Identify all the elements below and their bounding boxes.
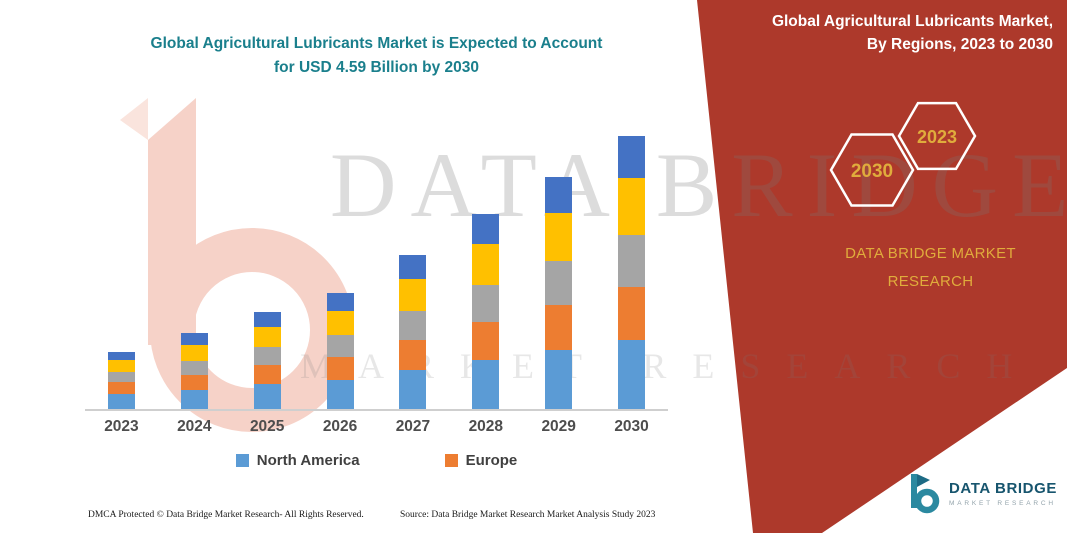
x-axis-line — [85, 409, 668, 411]
chart-title-line1: Global Agricultural Lubricants Market is… — [150, 35, 603, 52]
bar-segment — [253, 347, 281, 365]
bar-group-2025 — [231, 120, 304, 410]
logo-wordmark: DATA BRIDGE — [949, 479, 1057, 497]
source-notice: Source: Data Bridge Market Research Mark… — [400, 510, 656, 520]
x-axis-label: 2029 — [541, 418, 576, 435]
x-axis-label: 2024 — [177, 418, 212, 435]
bar-segment — [326, 357, 354, 380]
bar-stack — [545, 177, 573, 410]
bar-segment — [399, 279, 427, 311]
x-axis-label: 2023 — [104, 418, 139, 435]
legend-item-europe: Europe — [444, 452, 518, 469]
bar-group-2024 — [158, 120, 231, 410]
bar-stack — [472, 214, 500, 410]
bar-segment — [545, 177, 573, 213]
side-panel-title-line2: By Regions, 2023 to 2030 — [866, 36, 1053, 54]
bar-segment — [472, 244, 500, 285]
bar-segment — [399, 370, 427, 410]
side-panel-brand-line2: RESEARCH — [887, 272, 974, 290]
side-panel-brand-line1: DATA BRIDGE MARKET — [845, 245, 1016, 262]
bar-segment — [326, 335, 354, 357]
bar-segment — [253, 327, 281, 347]
bar-segment — [326, 380, 354, 410]
x-axis-label: 2030 — [614, 418, 649, 435]
databridge-logo: DATA BRIDGE MARKET RESEARCH — [908, 472, 1057, 514]
bar-segment — [253, 365, 281, 384]
bar-segment — [107, 372, 135, 382]
bar-stack — [180, 333, 208, 410]
bar-segment — [399, 311, 427, 340]
bar-segment — [618, 287, 646, 340]
bar-segment — [180, 375, 208, 390]
bar-segment — [107, 352, 135, 360]
bar-segment — [399, 255, 427, 279]
bar-segment — [326, 311, 354, 335]
bar-stack — [107, 352, 135, 410]
legend-swatch — [444, 454, 458, 467]
side-panel-title: Global Agricultural Lubricants Market, B… — [713, 10, 1053, 57]
legend-label: North America — [256, 452, 360, 469]
bar-stack — [399, 255, 427, 410]
bar-segment — [472, 285, 500, 322]
bar-segment — [472, 214, 500, 244]
bar-segment — [545, 305, 573, 350]
bar-segment — [326, 293, 354, 311]
x-axis-label: 2026 — [322, 418, 358, 435]
bar-group-2023 — [85, 120, 158, 410]
bar-segment — [107, 360, 135, 372]
bar-group-2027 — [377, 120, 450, 410]
bar-segment — [618, 136, 646, 178]
chart-legend: North America Europe — [85, 452, 668, 469]
bar-segment — [545, 350, 573, 410]
bar-group-2026 — [304, 120, 377, 410]
bar-group-2028 — [449, 120, 522, 410]
bar-segment — [180, 345, 208, 361]
bar-group-2029 — [522, 120, 595, 410]
bar-segment — [180, 333, 208, 345]
bar-segment — [545, 261, 573, 305]
x-axis-label: 2028 — [468, 418, 504, 435]
bar-segment — [618, 235, 646, 287]
bar-stack — [326, 293, 354, 410]
dmca-notice: DMCA Protected © Data Bridge Market Rese… — [88, 510, 364, 520]
bar-segment — [180, 361, 208, 375]
logo-subtitle: MARKET RESEARCH — [949, 499, 1056, 507]
bar-segment — [472, 322, 500, 360]
bar-group-2030 — [595, 120, 668, 410]
bar-segment — [545, 213, 573, 261]
bar-stack — [618, 136, 646, 410]
legend-label: Europe — [465, 452, 518, 469]
x-axis-label: 2025 — [249, 418, 285, 435]
bar-segment — [180, 390, 208, 410]
stacked-bar-chart — [85, 120, 668, 410]
bar-stack — [253, 312, 281, 410]
side-panel-title-line1: Global Agricultural Lubricants Market, — [771, 13, 1053, 30]
bar-segment — [107, 394, 135, 410]
bar-segment — [618, 340, 646, 410]
bar-segment — [618, 178, 646, 235]
side-panel-brand: DATA BRIDGE MARKET RESEARCH — [828, 240, 1033, 296]
legend-swatch — [235, 454, 249, 467]
databridge-logo-text: DATA BRIDGE MARKET RESEARCH — [949, 480, 1057, 507]
bar-segment — [107, 382, 135, 394]
x-axis-labels: 2023 2024 2025 2026 2027 2028 2029 2030 — [85, 418, 668, 436]
bar-segment — [399, 340, 427, 370]
databridge-logo-icon — [911, 474, 940, 514]
x-axis-label: 2027 — [395, 418, 431, 435]
bar-segment — [253, 312, 281, 327]
legend-item-north-america: North America — [235, 452, 360, 469]
bar-segment — [253, 384, 281, 410]
chart-title: Global Agricultural Lubricants Market is… — [85, 32, 668, 80]
chart-title-line2: for USD 4.59 Billion by 2030 — [273, 59, 479, 77]
bar-segment — [472, 360, 500, 410]
